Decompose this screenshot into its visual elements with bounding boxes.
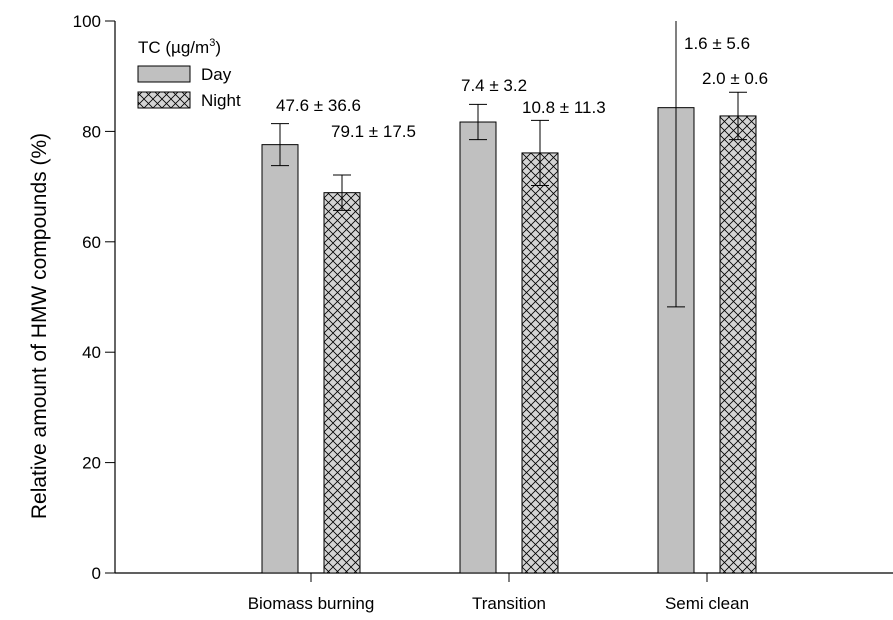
legend-swatch-day [137,65,191,83]
data-label: 10.8 ± 11.3 [522,98,606,117]
y-tick-label: 40 [82,343,101,362]
x-tick-label: Biomass burning [248,594,375,613]
data-labels-group: 47.6 ± 36.6 7.4 ± 3.2 1.6 ± 5.6 79.1 ± 17.5… [276,34,768,141]
y-tick-label: 80 [82,122,101,141]
data-label: 7.4 ± 3.2 [461,76,527,95]
data-label: 79.1 ± 17.5 [331,122,416,141]
data-label: 1.6 ± 5.6 [684,34,750,53]
legend-title: TC (µg/m3) [138,37,221,57]
x-tick-label: Semi clean [665,594,749,613]
bar-night-2 [521,152,559,574]
legend: TC (µg/m3) Day Night [137,37,241,110]
bar-night-3 [719,115,757,574]
legend-label-night: Night [201,91,241,110]
bar-night-1 [323,192,361,574]
bar-day-2 [459,121,497,574]
legend-label-day: Day [201,65,232,84]
data-label: 2.0 ± 0.6 [702,69,768,88]
y-tick-label: 100 [73,12,101,31]
y-tick-label: 20 [82,454,101,473]
bar-day-1 [261,144,299,574]
data-label: 47.6 ± 36.6 [276,96,361,115]
bars-group [261,21,757,574]
y-axis-label: Relative amount of HMW compounds (%) [28,133,51,519]
legend-swatch-night [137,91,191,109]
x-tick-label: Transition [472,594,546,613]
axes-group: 0 20 40 60 80 100 Biomass burning Transition Sem… [73,12,893,613]
y-tick-label: 60 [82,233,101,252]
y-tick-label: 0 [92,564,101,583]
